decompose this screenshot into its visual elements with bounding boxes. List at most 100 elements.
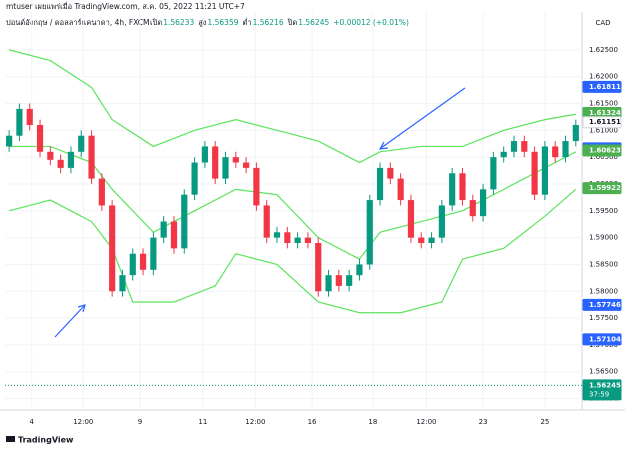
legend-label: เปิด [150,18,162,27]
logo [6,436,15,442]
x-tick-label: 16 [308,418,317,426]
candle-body [6,135,13,147]
grid [5,12,582,410]
candle-body [273,232,281,238]
candle-body [26,108,33,125]
x-tick-label: 12:00 [245,418,265,426]
y-tick-label: 1.58000 [589,287,618,295]
axis: 1.560001.565001.570001.575001.580001.585… [30,46,622,426]
price-tag-label: 1.61811 [589,83,621,91]
x-tick-label: 25 [540,418,549,426]
x-tick-label: 9 [138,418,142,426]
price-tag-label: 1.61151 [589,118,621,126]
candle-body [201,146,208,163]
candle-body [170,221,178,249]
candle-body [191,162,198,195]
y-tick-label: 1.58500 [589,260,618,268]
candle-body [479,189,487,217]
y-tick-label: 1.60500 [589,153,618,161]
legend-value: 1.56233 [163,18,194,27]
countdown: 37:59 [589,390,609,398]
candle-body [263,205,270,238]
symbol: ปอนด์อังกฤษ / ดอลลาร์แคนาดา, 4h, FXCM [6,18,150,27]
candle-body [119,275,126,292]
price-tag [582,116,622,129]
legend-value: 1.56216 [253,18,284,27]
candle-body [562,141,569,158]
candle-body [500,151,507,158]
candle-body [304,237,312,243]
y-tick-label: 1.57500 [589,314,618,322]
candle-body [531,151,538,195]
candle-body [139,253,147,270]
candle-body [376,167,384,201]
candle-body [232,157,239,163]
price-tag [582,80,622,93]
candle-body [407,200,415,238]
brand: TradingView [6,436,74,445]
y-tick-label: 1.56500 [589,368,618,376]
candle-body [67,151,75,168]
x-tick-label: 4 [30,418,35,426]
arrow-head [378,141,389,150]
brand-name: TradingView [18,436,74,445]
candle-body [212,146,219,179]
price-tag [582,182,622,195]
price-tag-label: 1.57104 [589,335,621,343]
candle-body [222,157,229,179]
candle-body [181,194,188,249]
candle-body [552,146,559,158]
band-line [8,188,577,314]
price-tag-label: 1.56245 [589,381,621,389]
candle-body [428,237,435,243]
candle-body [109,205,116,292]
candle-body [356,264,363,276]
x-tick-label: 18 [368,418,377,426]
candle-body [346,275,353,286]
candle-body [129,253,136,276]
candle-body [88,135,95,179]
x-tick-label: 11 [198,418,207,426]
legend-value: 1.56245 [298,18,329,27]
annotations [54,87,466,338]
x-tick-label: 12:00 [416,418,436,426]
candle-body [284,232,291,243]
x-tick-label: 23 [479,418,488,426]
legend-value: 1.56359 [207,18,238,27]
candle-body [438,205,445,238]
y-tick-label: 1.61500 [589,100,618,108]
candle-body [521,141,528,152]
legend-label: ปิด [287,18,298,27]
plot [5,49,582,386]
legend-label: สูง [198,18,207,27]
candle-body [397,178,404,201]
candle-body [57,159,64,168]
candle-body [294,237,301,243]
candle-body [78,135,85,152]
author-line: mtuser เผยแพร่เมื่อ TradingView.com, ส.ค… [6,1,245,11]
candle-body [325,275,332,292]
candle-body [510,141,518,152]
candle-body [315,242,322,292]
price-tag [582,144,622,157]
candle-body [160,221,167,238]
band-line [8,49,576,164]
price-tag-label: 1.57746 [589,301,621,309]
candle-body [150,237,157,270]
candle-body [243,162,250,168]
price-tag [582,333,622,346]
price-tag-label: 1.61324 [589,109,621,117]
candle-body [335,275,342,286]
candle-body [449,173,456,206]
arrow [380,87,466,149]
price-tag [582,298,622,311]
price-tag [582,379,622,401]
y-tick-label: 1.62500 [589,46,618,54]
y-tick-label: 1.61000 [589,126,618,134]
candle-body [459,173,466,201]
candle-body [387,167,394,179]
candle-body [47,151,54,160]
y-tick-label: 1.59500 [589,207,618,215]
candle-body [418,237,425,243]
